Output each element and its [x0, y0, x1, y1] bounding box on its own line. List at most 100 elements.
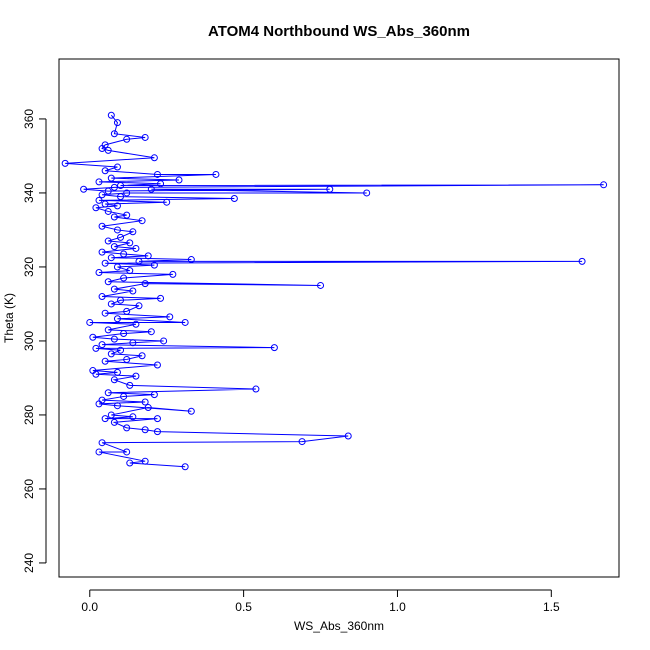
y-tick-label: 360 [22, 109, 36, 129]
data-point [212, 170, 220, 178]
data-point [230, 194, 238, 202]
data-point [147, 185, 155, 193]
data-point [181, 463, 189, 471]
data-point [98, 341, 106, 349]
data-point [113, 402, 121, 410]
data-point [117, 233, 125, 241]
data-point [141, 457, 149, 465]
data-point [104, 207, 112, 215]
data-point [126, 381, 134, 389]
data-point [107, 174, 115, 182]
data-point [141, 133, 149, 141]
data-point [104, 389, 112, 397]
data-point [117, 182, 125, 190]
data-point [270, 344, 278, 352]
data-point [141, 426, 149, 434]
data-point [126, 267, 134, 275]
data-point [150, 261, 158, 269]
data-point [600, 181, 608, 189]
data-point [120, 250, 128, 258]
y-axis: 240 260 280 300 320 340 360 [22, 109, 47, 573]
data-point [150, 154, 158, 162]
data-point [132, 320, 140, 328]
data-point [113, 315, 121, 323]
data-point [326, 185, 334, 193]
data-point [126, 459, 134, 467]
data-point [113, 119, 121, 127]
data-point [95, 196, 103, 204]
data-point [123, 307, 131, 315]
data-point [141, 398, 149, 406]
y-axis-label: Theta (K) [2, 293, 16, 343]
plot-frame [58, 58, 620, 578]
data-point [113, 263, 121, 271]
data-point [123, 448, 131, 456]
x-axis-label: WS_Abs_360nm [294, 619, 384, 633]
data-point [98, 145, 106, 153]
data-point [110, 376, 118, 384]
data-point [126, 239, 134, 247]
data-point [95, 178, 103, 186]
data-point [104, 237, 112, 245]
data-point [123, 211, 131, 219]
data-point [92, 370, 100, 378]
data-point [107, 111, 115, 119]
data-point [187, 256, 195, 264]
data-point [98, 293, 106, 301]
data-point [113, 163, 121, 171]
data-point [181, 318, 189, 326]
data-point [132, 372, 140, 380]
data-point [107, 411, 115, 419]
data-point [92, 344, 100, 352]
data-point [144, 404, 152, 412]
data-point [89, 333, 97, 341]
data-point [129, 287, 137, 295]
data-point [101, 309, 109, 317]
data-point [107, 350, 115, 358]
data-point [153, 428, 161, 436]
data-point [107, 254, 115, 262]
data-point [175, 176, 183, 184]
data-point [344, 432, 352, 440]
data-point [117, 193, 125, 201]
data-point [113, 202, 121, 210]
data-point [120, 330, 128, 338]
data-point [153, 170, 161, 178]
data-point [110, 243, 118, 251]
data-point [187, 407, 195, 415]
x-tick-label: 1.0 [389, 600, 406, 614]
data-point [101, 259, 109, 267]
data-point [86, 318, 94, 326]
data-point [117, 296, 125, 304]
x-tick-label: 1.5 [543, 600, 560, 614]
data-point [104, 187, 112, 195]
data-point [157, 180, 165, 188]
data-point [113, 368, 121, 376]
data-point [104, 278, 112, 286]
series-line [65, 114, 604, 468]
data-point [129, 339, 137, 347]
y-tick-label: 300 [22, 331, 36, 351]
data-point [101, 357, 109, 365]
data-point [101, 415, 109, 423]
data-point [104, 146, 112, 154]
y-tick-label: 280 [22, 405, 36, 425]
y-tick-label: 320 [22, 257, 36, 277]
data-point [147, 328, 155, 336]
data-point [92, 204, 100, 212]
data-point [160, 337, 168, 345]
data-point [153, 415, 161, 423]
data-point [113, 226, 121, 234]
data-point [101, 167, 109, 175]
y-tick-label: 240 [22, 553, 36, 573]
data-point [123, 355, 131, 363]
data-point [95, 448, 103, 456]
data-point [163, 198, 171, 206]
data-point [317, 281, 325, 289]
data-point [95, 268, 103, 276]
data-point [110, 130, 118, 138]
data-point [98, 191, 106, 199]
x-tick-label: 0.5 [235, 600, 252, 614]
data-point [144, 252, 152, 260]
